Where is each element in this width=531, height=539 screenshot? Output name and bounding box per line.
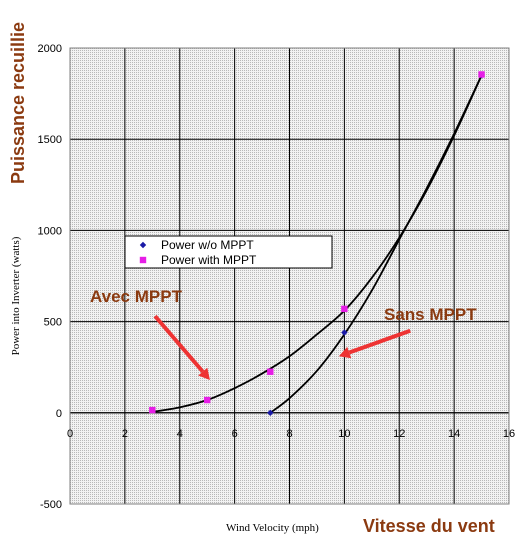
annotations: Avec MPPT Sans MPPT: [90, 287, 477, 380]
y-tick-label: 2000: [38, 43, 62, 55]
x-tick-labels: 0 2 4 6 8 10 12 14 16: [67, 428, 515, 440]
data-point-diamond: [341, 329, 348, 336]
annotation-label: Avec MPPT: [90, 287, 183, 306]
data-point-square: [139, 256, 147, 264]
data-point-square: [478, 71, 485, 78]
data-point-square: [203, 396, 211, 404]
x-axis-label-fr: Vitesse du vent: [363, 516, 495, 536]
annotation-arrowhead: [198, 367, 210, 380]
y-tick-label: 1500: [38, 134, 62, 146]
plot-frame: [69, 47, 510, 505]
y-axis-label-fr: Puissance recuillie: [8, 22, 28, 184]
y-tick-label: 1000: [38, 225, 62, 237]
x-tick-label: 4: [177, 428, 183, 440]
data-point-square: [341, 305, 348, 313]
x-tick-label: 8: [286, 428, 292, 440]
data-point-square: [267, 368, 274, 375]
x-tick-label: 14: [448, 428, 460, 440]
data-points: [149, 71, 485, 416]
data-point-square: [149, 406, 156, 414]
data-point-diamond: [139, 241, 147, 249]
y-tick-label: 500: [44, 317, 62, 329]
y-tick-labels: -500 0 500 1000 1500 2000: [38, 43, 62, 511]
y-tick-label: -500: [40, 499, 62, 511]
x-tick-label: 10: [338, 428, 350, 440]
annotation-arrowhead: [338, 346, 352, 359]
x-tick-label: 12: [393, 428, 405, 440]
annotation-arrow: [348, 328, 411, 355]
x-tick-label: 6: [232, 428, 238, 440]
annotation-label: Sans MPPT: [384, 305, 477, 324]
annotation-arrow: [153, 314, 205, 373]
x-tick-label: 2: [122, 428, 128, 440]
y-axis-label: Power into Inverter (watts): [10, 236, 22, 355]
x-tick-label: 16: [503, 428, 515, 440]
x-tick-label: 0: [67, 428, 73, 440]
legend-entry: Power w/o MPPT: [161, 238, 254, 252]
legend-entry: Power with MPPT: [161, 253, 257, 267]
x-axis-label: Wind Velocity (mph): [226, 522, 319, 534]
legend-box: [124, 235, 333, 269]
y-tick-label: 0: [56, 408, 62, 420]
data-point-diamond: [267, 409, 274, 416]
